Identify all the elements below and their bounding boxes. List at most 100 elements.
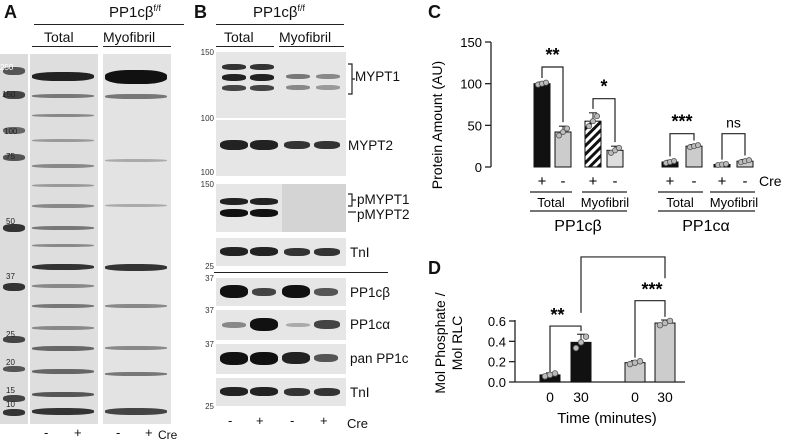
protein-pan-pp1c: pan PP1c [350,351,409,366]
gel-a-mw-100: 100 [4,127,18,136]
gel-a-header: PP1cβf/f [60,3,210,21]
gel-a-myofibril-lanes [103,54,171,424]
chart-d-xtick-1: 0 [546,389,554,405]
gel-a-genotype: PP1cβ [109,4,154,21]
chart-d: Mol Phosphate / Mol RLC 0.00.20.40.6 ***… [432,256,685,427]
blot-mw-150-b: 150 [200,180,214,189]
chart-c-sig-bracket [721,133,746,160]
chart-c-point [563,125,570,132]
protein-tni-bottom: TnI [350,385,370,400]
blot-mw-25-b: 25 [205,402,214,411]
chart-c-bar [533,83,551,168]
protein-pmypt2: pMYPT2 [357,207,410,222]
chart-d-ytick-label: 0.6 [488,314,506,329]
blots-b-cre-label: Cre [347,416,368,431]
blot-pan-pp1c [216,344,346,374]
chart-c-sig-label: * [600,77,607,97]
blots-b-divider [214,272,388,273]
blot-mw-100-b: 100 [200,168,214,177]
chart-d-xtick-4: 30 [657,389,673,405]
chart-d-point [636,358,644,365]
protein-pmypt1: pMYPT1 [357,192,410,207]
chart-c-sig-bracket [592,98,616,143]
blot-pmypt [216,184,346,232]
protein-pp1ca: PP1cα [350,317,391,332]
chart-c-cre-label: Cre [759,173,782,189]
gel-a-mw-150: 150 [2,90,16,99]
chart-c-ytick-label: 0 [475,160,482,175]
gel-a-mw-250: 250 [0,63,14,72]
gel-a-lane-4: + [145,425,153,440]
blots-b-lane-2: + [256,413,264,428]
blot-tni-bottom [216,378,346,406]
blot-mw-37-c: 37 [205,340,214,349]
gel-a-mw-15: 15 [6,386,15,395]
blots-b-header: PP1cβf/f [214,3,344,21]
chart-c-protein-1: PP1cβ [554,218,601,235]
chart-c-sig-label: *** [671,112,692,132]
blot-pp1ca [216,310,346,340]
chart-c-cre-8: - [743,173,748,190]
chart-c-ytick-label: 50 [468,118,482,133]
chart-c-ylabel: Protein Amount (AU) [429,61,445,189]
chart-d-ylabel-2: Mol RLC [449,316,465,370]
blots-b-lane-3: - [290,413,295,428]
gel-a-group-total: Total [44,29,74,45]
blots-b-group-rule-total [216,46,274,47]
chart-d-sig-bracket [549,325,582,372]
chart-c-cre-3: + [589,173,598,190]
chart-d-point [551,370,559,377]
chart-d-sig-bracket [634,300,666,358]
chart-c-ytick-label: 150 [460,35,482,50]
blots-b-group-rule-myofibril [279,46,344,47]
blot-pp1cb [216,278,346,306]
chart-c-ytick-label: 100 [460,77,482,92]
gel-a-mw-10: 10 [6,400,15,409]
chart-c-protein-2: PP1cα [682,218,730,235]
chart-c-cre-6: - [692,173,697,190]
blot-mw-100-a: 100 [200,114,214,123]
chart-c-group-3: Total [666,195,694,210]
gel-a-mw-37: 37 [6,272,15,281]
blots-b-genotype: PP1cβ [253,4,298,21]
chart-d-bar [654,322,676,383]
chart-d-sig-label: *** [641,280,662,300]
protein-mypt1: MYPT1 [355,69,401,84]
gel-a-mw-75: 75 [6,152,15,161]
chart-c-point [559,128,566,135]
blot-tni-top [216,238,346,266]
chart-d-ytick-label: 0.4 [488,334,506,349]
gel-a-genotype-sup: f/f [153,3,161,13]
pmypt-bracket [348,193,356,213]
mypt1-bracket [348,63,355,95]
chart-d-xtick-3: 0 [631,389,639,405]
chart-d-sig-bracket [580,256,666,313]
gel-a-lane-1: - [44,425,49,440]
chart-d-ytick-label: 0.2 [488,355,506,370]
chart-c-point [585,123,592,130]
chart-c-point [745,157,752,164]
chart-d-xlabel: Time (minutes) [557,410,656,427]
chart-c-point [722,160,729,167]
protein-tni-top: TnI [350,245,370,260]
chart-c-point [670,157,677,164]
chart-d-ytick-label: 0.0 [488,375,506,390]
blot-mw-37-b: 37 [205,306,214,315]
chart-c-cre-2: - [561,173,566,190]
chart-d-point [572,344,580,352]
protein-pp1cb: PP1cβ [350,285,391,300]
chart-c-point [615,144,622,151]
blot-mypt2 [216,120,346,176]
chart-c-point [589,118,596,125]
blots-b-header-rule [216,24,344,25]
blots-b-group-myofibril: Myofibril [279,29,332,45]
chart-d-point [582,333,590,340]
gel-a-group-rule-myofibril [103,46,171,47]
blots-b-genotype-sup: f/f [297,3,305,13]
chart-c-sig-label: ** [545,45,559,65]
blots-b-lane-1: - [228,413,233,428]
blot-mw-37-a: 37 [205,274,214,283]
chart-c-point [694,142,701,149]
gel-a-mw-50: 50 [6,217,15,226]
